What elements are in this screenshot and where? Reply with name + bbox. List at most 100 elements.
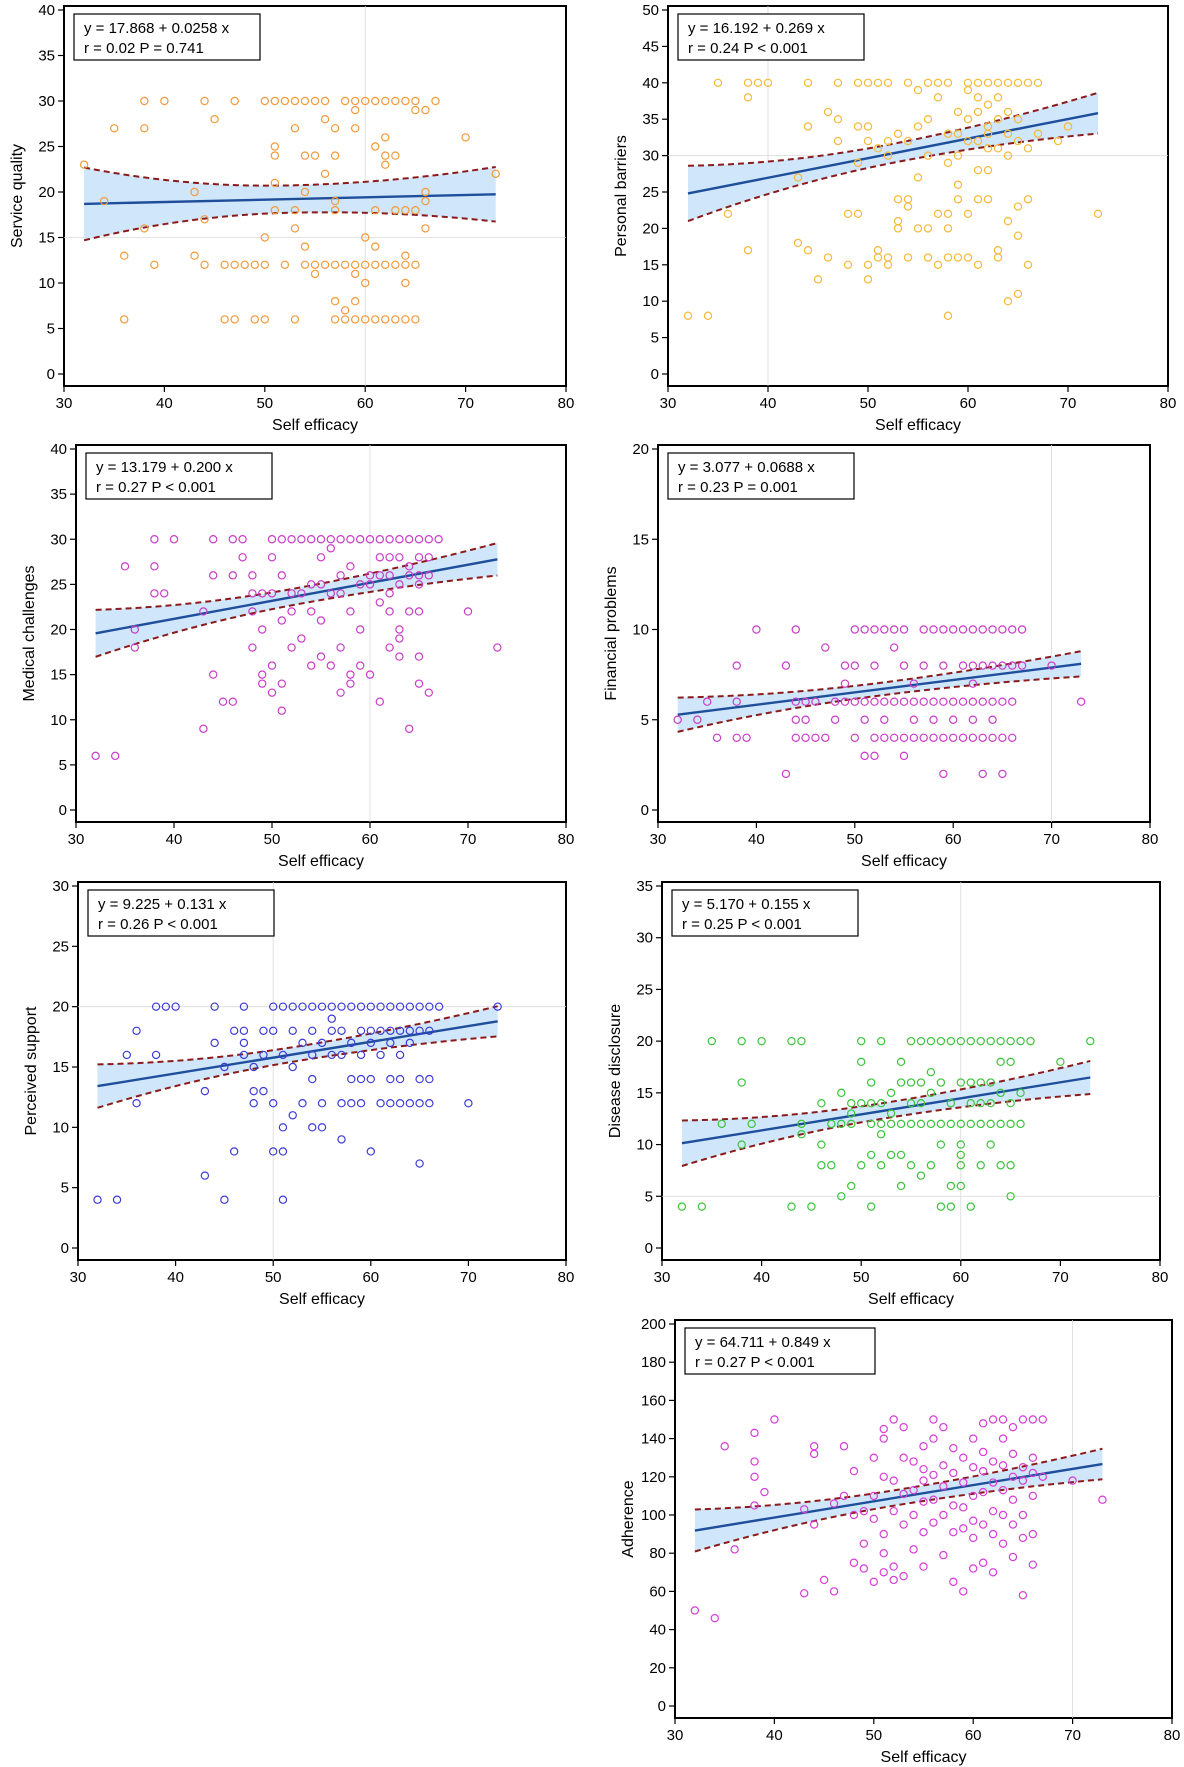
- data-point: [879, 1472, 888, 1482]
- data-point: [909, 715, 919, 724]
- data-point: [1018, 1476, 1028, 1485]
- data-point: [120, 562, 130, 571]
- data-point: [1006, 1161, 1015, 1170]
- data-point: [946, 1119, 956, 1129]
- data-point: [381, 315, 390, 324]
- data-point: [401, 278, 410, 288]
- data-point: [258, 670, 267, 679]
- data-point: [250, 315, 259, 324]
- data-point: [949, 697, 958, 706]
- data-point: [936, 1119, 946, 1129]
- data-point: [803, 246, 813, 255]
- data-point: [998, 1434, 1008, 1443]
- data-point: [414, 679, 424, 688]
- data-point: [983, 78, 993, 88]
- data-point: [288, 1026, 297, 1036]
- data-point: [923, 78, 933, 88]
- data-point: [943, 311, 953, 320]
- data-point: [983, 144, 993, 153]
- data-point: [1028, 1468, 1038, 1478]
- data-point: [968, 697, 978, 706]
- data-point: [434, 1002, 444, 1011]
- data-point: [969, 1516, 978, 1525]
- confidence-upper-line: [677, 650, 1082, 699]
- data-point: [350, 96, 360, 106]
- y-tick-label: 0: [61, 1240, 69, 1257]
- data-point: [1063, 122, 1073, 131]
- data-point: [376, 1050, 385, 1060]
- data-point: [998, 1485, 1008, 1495]
- x-tick-label: 60: [965, 1727, 982, 1744]
- data-point: [793, 173, 803, 182]
- equation-box: [671, 889, 859, 937]
- data-point: [130, 643, 139, 652]
- data-point: [249, 1062, 258, 1072]
- data-point: [356, 1026, 366, 1036]
- data-point: [376, 1002, 385, 1011]
- data-point: [79, 160, 89, 169]
- data-point: [939, 733, 948, 743]
- data-point: [1068, 1476, 1077, 1485]
- data-point: [330, 315, 340, 324]
- data-point: [385, 535, 394, 544]
- x-tick-label: 30: [70, 1269, 87, 1286]
- confidence-lower-line: [83, 211, 496, 242]
- data-point: [929, 625, 938, 634]
- confidence-band: [688, 92, 1098, 222]
- data-point: [220, 260, 229, 269]
- data-point: [988, 1529, 998, 1539]
- data-point: [909, 679, 919, 688]
- data-point: [150, 562, 159, 571]
- data-point: [270, 178, 280, 188]
- data-point: [936, 1078, 946, 1087]
- data-point: [863, 122, 873, 131]
- data-point: [491, 169, 500, 178]
- data-point: [320, 96, 330, 106]
- y-tick-label: 25: [50, 576, 67, 593]
- data-point: [340, 306, 350, 315]
- confidence-band: [97, 1006, 498, 1108]
- data-point: [316, 580, 326, 589]
- data-point: [366, 1074, 375, 1084]
- data-point: [395, 652, 404, 661]
- data-point: [270, 205, 280, 215]
- data-point: [903, 253, 913, 262]
- data-point: [837, 1119, 846, 1129]
- data-point: [386, 1026, 395, 1036]
- data-point: [267, 535, 277, 544]
- data-point: [395, 553, 404, 562]
- data-point: [401, 315, 410, 324]
- data-point: [395, 634, 404, 643]
- data-point: [405, 562, 414, 571]
- data-point: [743, 246, 753, 255]
- data-point: [327, 1026, 336, 1036]
- data-point: [356, 535, 365, 544]
- y-tick-label: 20: [52, 999, 69, 1016]
- y-tick-label: 10: [52, 1119, 69, 1136]
- data-point: [208, 571, 218, 580]
- data-point: [1013, 231, 1023, 240]
- data-point: [424, 535, 433, 544]
- data-point: [956, 1140, 966, 1149]
- data-point: [307, 535, 316, 544]
- x-tick-label: 80: [1152, 1269, 1169, 1286]
- data-point: [278, 1002, 288, 1011]
- data-point: [365, 670, 375, 679]
- data-point: [365, 535, 375, 544]
- x-tick-label: 30: [667, 1727, 684, 1744]
- data-point: [1003, 297, 1013, 306]
- data-point: [431, 96, 440, 106]
- y-tick-label: 40: [50, 441, 67, 458]
- data-point: [750, 1428, 759, 1438]
- data-point: [395, 535, 404, 544]
- data-point: [120, 251, 129, 260]
- data-point: [919, 697, 928, 706]
- data-point: [978, 1487, 988, 1497]
- data-point: [906, 1161, 916, 1170]
- data-point: [863, 78, 873, 88]
- data-point: [337, 1026, 346, 1036]
- data-point: [988, 625, 997, 634]
- data-point: [239, 1026, 249, 1036]
- data-point: [327, 1002, 336, 1011]
- y-tick-label: 30: [50, 531, 67, 548]
